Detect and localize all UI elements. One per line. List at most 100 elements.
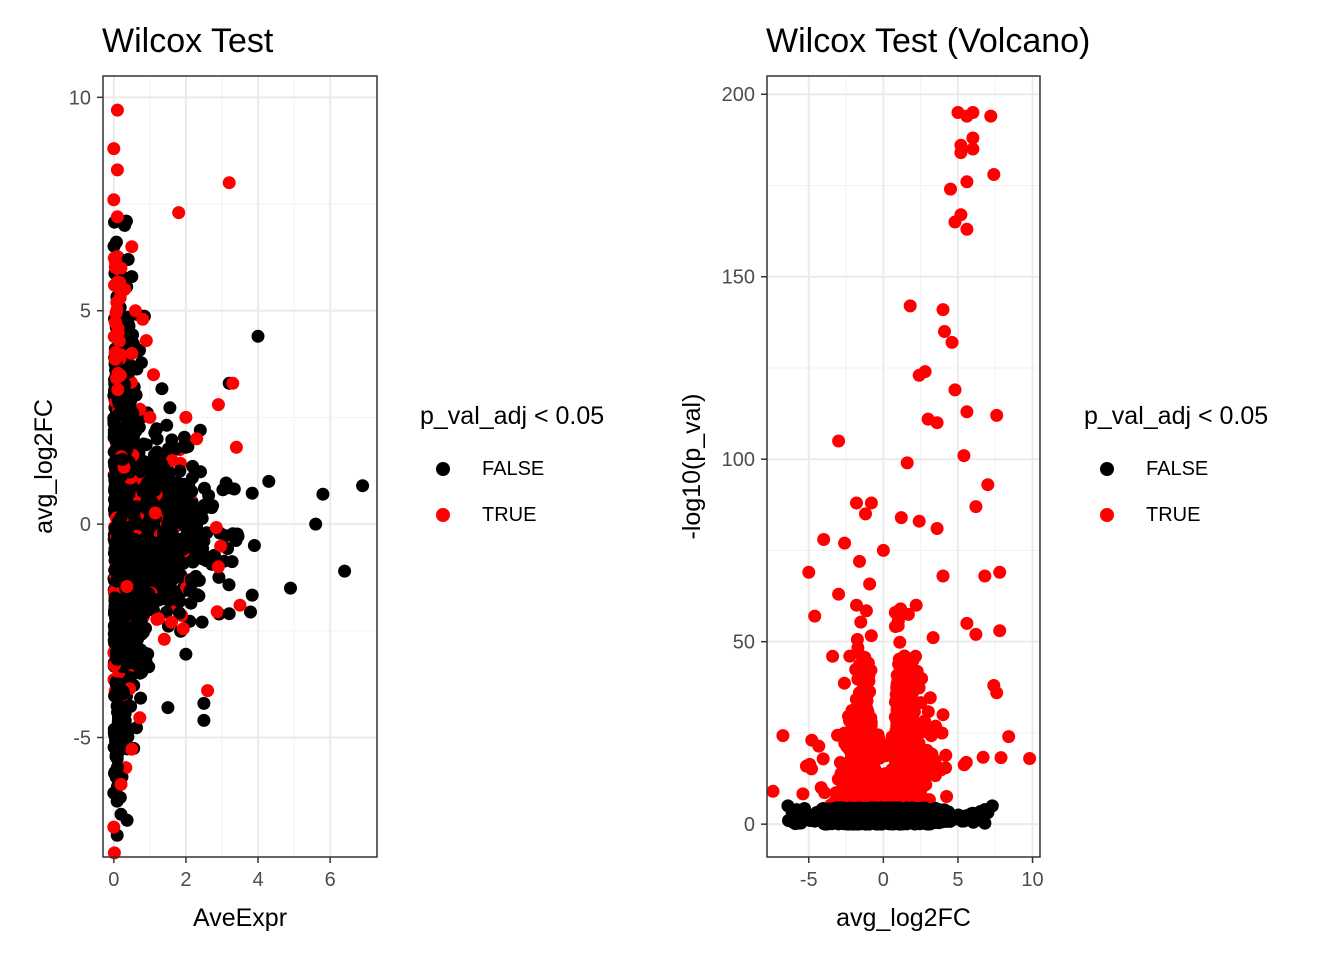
data-point (182, 531, 196, 545)
data-point (870, 806, 884, 820)
legend-key-true (436, 508, 450, 522)
data-point (867, 783, 881, 797)
data-point (790, 803, 804, 817)
data-point (107, 142, 121, 156)
data-point (117, 604, 131, 618)
data-point (184, 573, 198, 587)
data-point (912, 736, 926, 750)
data-point (908, 781, 922, 795)
data-point (222, 176, 236, 190)
data-point (818, 817, 832, 831)
panel-border (766, 75, 1041, 858)
y-axis-title: -log10(p_val) (678, 394, 706, 540)
data-point (152, 612, 166, 626)
data-point (156, 461, 170, 475)
data-point (969, 627, 983, 641)
data-point (108, 591, 122, 605)
data-point (139, 588, 153, 602)
data-point (219, 476, 233, 490)
data-point (150, 422, 164, 436)
data-point (1002, 730, 1016, 744)
data-point (110, 760, 124, 774)
data-point (903, 299, 917, 313)
x-tick-label: 4 (252, 869, 263, 891)
data-point (894, 511, 908, 525)
data-point (796, 787, 810, 801)
legend-entry-false: FALSE (420, 454, 544, 484)
data-point (114, 261, 128, 275)
data-point (805, 733, 819, 747)
data-point (177, 542, 191, 556)
data-point (863, 577, 877, 591)
y-tick-label: 100 (722, 449, 755, 471)
data-point (125, 628, 139, 642)
y-tick-label: -5 (73, 728, 91, 750)
legend-2: p_val_adj < 0.05 FALSE TRUE (1084, 402, 1334, 542)
data-point (226, 376, 240, 390)
data-point (225, 555, 239, 569)
data-point (205, 501, 219, 515)
data-point (936, 303, 950, 317)
data-point (994, 751, 1008, 765)
data-point (126, 430, 140, 444)
data-point (854, 615, 868, 629)
y-tick-label: 50 (733, 632, 755, 654)
points (107, 103, 370, 860)
data-point (976, 750, 990, 764)
data-point (960, 616, 974, 630)
data-point (107, 820, 121, 834)
data-point (356, 479, 370, 493)
data-point (879, 749, 893, 763)
data-point (954, 138, 968, 152)
data-point (338, 564, 352, 578)
data-point (921, 808, 935, 822)
chart-title-1: Wilcox Test (102, 22, 274, 60)
panel-2: -5 0 5 10050100150200avg_log2FC-log10(p_val… (678, 75, 1044, 932)
legend-1: p_val_adj < 0.05 FALSE TRUE (420, 402, 660, 542)
data-point (938, 325, 951, 338)
panel-1: 0 2 4 6 -5 0 5 10 AveExpr avg_log2FC (30, 75, 378, 932)
data-point (110, 651, 124, 665)
data-point (244, 605, 257, 619)
data-point (184, 501, 198, 515)
data-point (150, 432, 164, 446)
data-point (165, 615, 178, 629)
data-point (145, 494, 158, 508)
data-point (864, 496, 878, 510)
data-point (179, 647, 193, 661)
data-point (190, 432, 204, 446)
data-point (850, 496, 863, 510)
data-point (902, 746, 916, 760)
x-tick-label: 0 (878, 869, 889, 891)
data-point (185, 515, 199, 529)
data-point (125, 270, 139, 284)
data-point (930, 416, 944, 430)
data-point (816, 752, 830, 766)
data-point (803, 757, 817, 771)
data-point (912, 368, 926, 382)
data-point (898, 774, 912, 788)
data-point (109, 235, 123, 249)
data-point (137, 550, 150, 564)
data-point (127, 596, 141, 610)
data-point (900, 456, 914, 470)
data-point (148, 506, 162, 520)
data-point (316, 487, 330, 501)
data-point (110, 409, 124, 423)
data-point (944, 182, 957, 196)
data-point (916, 750, 930, 763)
data-point (177, 477, 191, 491)
data-point (229, 440, 243, 454)
legend-label-false: FALSE (482, 457, 545, 480)
data-point (853, 554, 866, 568)
data-point (167, 512, 181, 526)
data-point (981, 478, 995, 492)
data-point (866, 751, 880, 765)
data-point (136, 312, 150, 326)
data-point (957, 449, 971, 463)
data-point (930, 522, 944, 535)
data-point (849, 758, 863, 772)
data-point (910, 664, 924, 678)
x-tick-label: 5 (952, 869, 963, 891)
